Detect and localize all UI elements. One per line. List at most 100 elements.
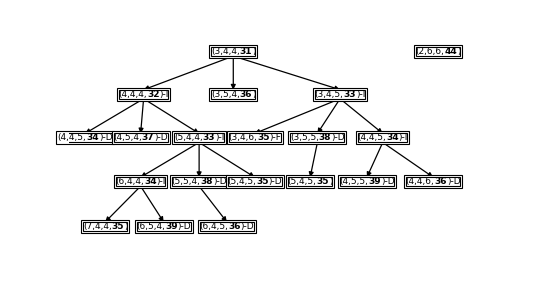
FancyBboxPatch shape bbox=[229, 133, 281, 143]
Text: (5,4,5,35)-D: (5,4,5,35)-D bbox=[228, 177, 282, 186]
FancyBboxPatch shape bbox=[200, 222, 254, 231]
Text: 33: 33 bbox=[203, 133, 215, 143]
Text: 38: 38 bbox=[201, 177, 213, 186]
Text: ): ) bbox=[252, 47, 256, 56]
Text: (3,4,4,31): (3,4,4,31) bbox=[212, 47, 255, 56]
Text: (5,4,4,33)-I: (5,4,4,33)-I bbox=[174, 133, 224, 143]
Text: (4,4,6,: (4,4,6, bbox=[406, 177, 434, 186]
Text: (4,4,5,34)-D: (4,4,5,34)-D bbox=[58, 133, 112, 143]
Text: )-D: )-D bbox=[154, 133, 168, 143]
Text: )-D: )-D bbox=[268, 177, 282, 186]
Text: (4,4,4,: (4,4,4, bbox=[118, 90, 147, 99]
Text: )-D: )-D bbox=[381, 177, 395, 186]
Text: (4,5,4,: (4,5,4, bbox=[113, 133, 142, 143]
Text: 37: 37 bbox=[142, 133, 154, 143]
FancyBboxPatch shape bbox=[83, 222, 127, 231]
Text: 35: 35 bbox=[256, 177, 268, 186]
Text: 44: 44 bbox=[445, 47, 457, 56]
Text: (3,5,5,: (3,5,5, bbox=[290, 133, 319, 143]
Text: (3,5,5,38)-D: (3,5,5,38)-D bbox=[290, 133, 344, 143]
FancyBboxPatch shape bbox=[114, 133, 168, 143]
Text: (6,4,4,34)-I: (6,4,4,34)-I bbox=[116, 177, 165, 186]
Text: (4,4,4,32)-I: (4,4,4,32)-I bbox=[119, 90, 168, 99]
Text: (7,4,4,35): (7,4,4,35) bbox=[83, 222, 127, 231]
FancyBboxPatch shape bbox=[212, 90, 255, 99]
FancyBboxPatch shape bbox=[119, 90, 168, 99]
FancyBboxPatch shape bbox=[358, 133, 408, 143]
Text: )-D: )-D bbox=[241, 222, 255, 231]
Text: (2,6,6,44): (2,6,6,44) bbox=[417, 47, 460, 56]
Text: 34: 34 bbox=[144, 177, 156, 186]
Text: )-D: )-D bbox=[99, 133, 112, 143]
Text: 36: 36 bbox=[434, 177, 447, 186]
Text: (6,4,5,: (6,4,5, bbox=[199, 222, 228, 231]
Text: (4,5,5,39)-D: (4,5,5,39)-D bbox=[340, 177, 394, 186]
Text: (3,4,6,35)-F: (3,4,6,35)-F bbox=[229, 133, 281, 143]
Text: (4,4,5,: (4,4,5, bbox=[358, 133, 386, 143]
FancyBboxPatch shape bbox=[116, 177, 165, 186]
Text: ): ) bbox=[457, 47, 461, 56]
Text: (7,4,4,: (7,4,4, bbox=[83, 222, 111, 231]
Text: 34: 34 bbox=[386, 133, 399, 143]
Text: (5,4,5,: (5,4,5, bbox=[288, 177, 317, 186]
Text: )-I: )-I bbox=[156, 177, 166, 186]
Text: (3,5,4,: (3,5,4, bbox=[211, 90, 240, 99]
Text: (5,4,5,35): (5,4,5,35) bbox=[288, 177, 332, 186]
Text: 39: 39 bbox=[368, 177, 381, 186]
FancyBboxPatch shape bbox=[340, 177, 394, 186]
Text: )-I: )-I bbox=[159, 90, 169, 99]
FancyBboxPatch shape bbox=[406, 177, 460, 186]
Text: 39: 39 bbox=[165, 222, 177, 231]
Text: 38: 38 bbox=[319, 133, 331, 143]
Text: (5,4,5,: (5,4,5, bbox=[227, 177, 256, 186]
Text: ): ) bbox=[252, 90, 256, 99]
Text: (5,5,4,: (5,5,4, bbox=[171, 177, 201, 186]
Text: (3,4,6,: (3,4,6, bbox=[228, 133, 257, 143]
Text: 35: 35 bbox=[317, 177, 329, 186]
Text: )-I: )-I bbox=[399, 133, 408, 143]
Text: 34: 34 bbox=[87, 133, 99, 143]
Text: (4,4,5,34)-I: (4,4,5,34)-I bbox=[358, 133, 408, 143]
Text: )-I: )-I bbox=[215, 133, 224, 143]
Text: (6,4,5,36)-D: (6,4,5,36)-D bbox=[200, 222, 254, 231]
Text: (5,5,4,38)-D: (5,5,4,38)-D bbox=[172, 177, 226, 186]
Text: 33: 33 bbox=[343, 90, 356, 99]
Text: (3,4,4,: (3,4,4, bbox=[211, 47, 240, 56]
FancyBboxPatch shape bbox=[212, 47, 255, 56]
Text: (3,5,4,36): (3,5,4,36) bbox=[212, 90, 255, 99]
Text: (4,5,4,37)-D: (4,5,4,37)-D bbox=[114, 133, 168, 143]
FancyBboxPatch shape bbox=[172, 177, 226, 186]
Text: 31: 31 bbox=[240, 47, 252, 56]
FancyBboxPatch shape bbox=[417, 47, 460, 56]
Text: (5,4,4,: (5,4,4, bbox=[174, 133, 203, 143]
Text: (2,6,6,: (2,6,6, bbox=[415, 47, 445, 56]
Text: ): ) bbox=[329, 177, 333, 186]
Text: 32: 32 bbox=[147, 90, 159, 99]
Text: 36: 36 bbox=[228, 222, 241, 231]
Text: )-F: )-F bbox=[269, 133, 281, 143]
FancyBboxPatch shape bbox=[288, 177, 332, 186]
Text: (6,5,4,: (6,5,4, bbox=[136, 222, 165, 231]
Text: ): ) bbox=[124, 222, 127, 231]
Text: 36: 36 bbox=[240, 90, 252, 99]
FancyBboxPatch shape bbox=[315, 90, 365, 99]
Text: (4,5,5,: (4,5,5, bbox=[339, 177, 368, 186]
Text: 35: 35 bbox=[111, 222, 124, 231]
Text: (4,4,5,: (4,4,5, bbox=[58, 133, 87, 143]
Text: )-D: )-D bbox=[213, 177, 226, 186]
FancyBboxPatch shape bbox=[174, 133, 224, 143]
Text: (6,5,4,39)-D: (6,5,4,39)-D bbox=[137, 222, 191, 231]
Text: (3,4,5,33)-I: (3,4,5,33)-I bbox=[315, 90, 365, 99]
FancyBboxPatch shape bbox=[58, 133, 112, 143]
FancyBboxPatch shape bbox=[228, 177, 282, 186]
Text: )-I: )-I bbox=[356, 90, 365, 99]
Text: (6,4,4,: (6,4,4, bbox=[115, 177, 144, 186]
FancyBboxPatch shape bbox=[137, 222, 191, 231]
Text: )-D: )-D bbox=[447, 177, 461, 186]
FancyBboxPatch shape bbox=[290, 133, 344, 143]
Text: )-D: )-D bbox=[331, 133, 345, 143]
Text: )-D: )-D bbox=[177, 222, 191, 231]
Text: (3,4,5,: (3,4,5, bbox=[315, 90, 343, 99]
Text: 35: 35 bbox=[257, 133, 269, 143]
Text: (4,4,6,36)-D: (4,4,6,36)-D bbox=[406, 177, 460, 186]
